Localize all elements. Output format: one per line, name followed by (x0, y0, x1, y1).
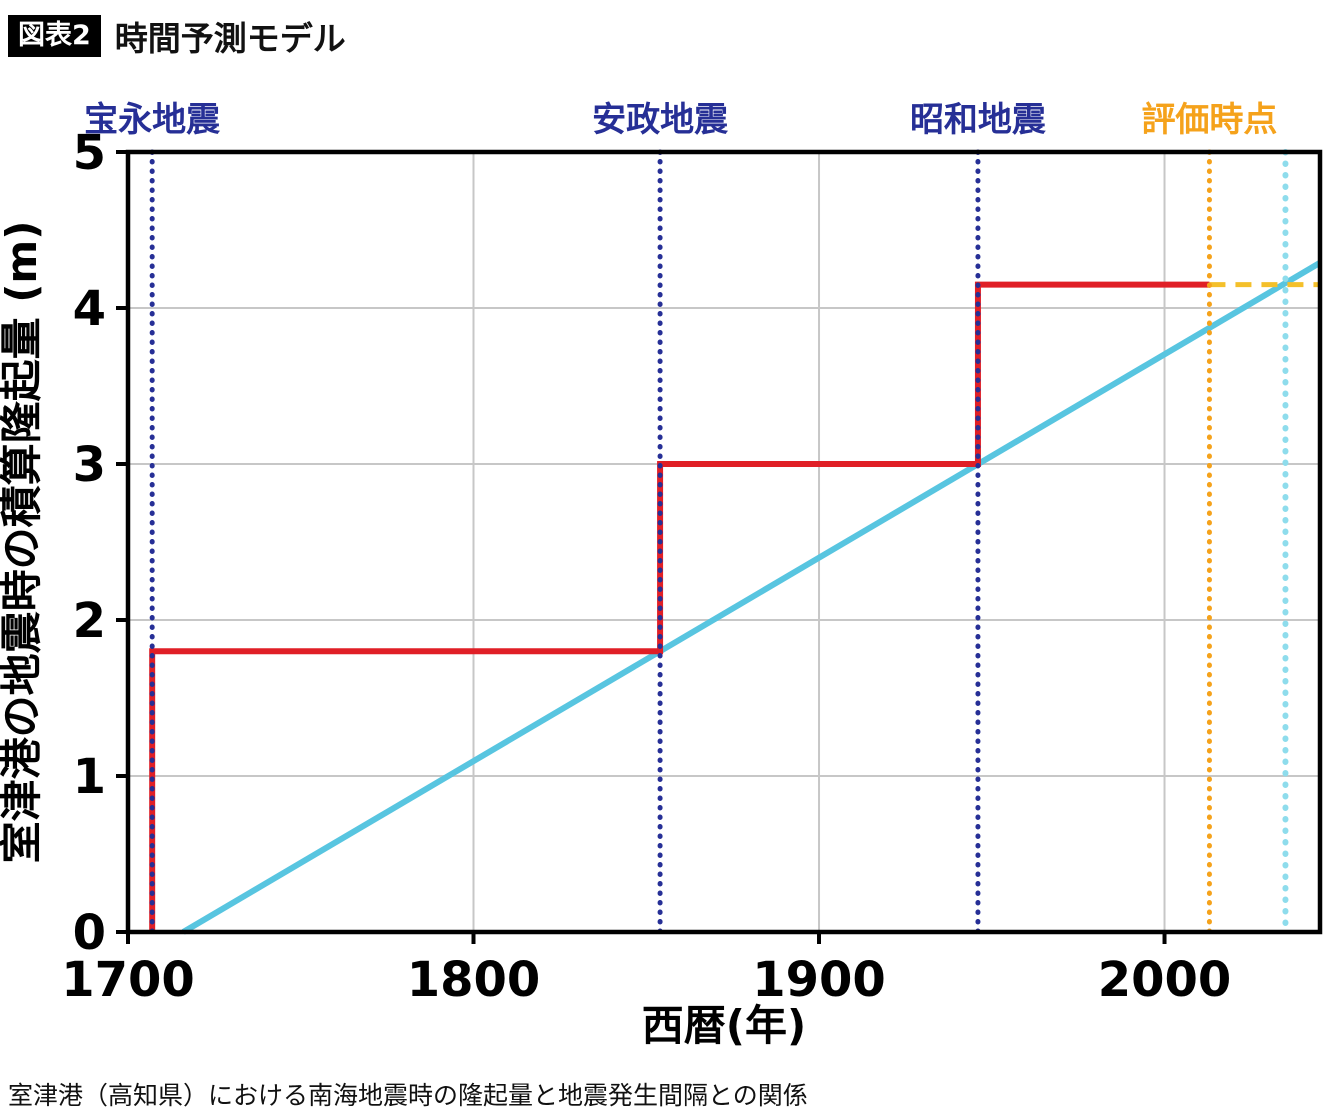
y-tick-label: 1 (73, 749, 106, 805)
uplift-accumulation-trend-line (181, 260, 1322, 935)
x-tick-label: 2000 (1098, 952, 1232, 1008)
y-tick-label: 0 (73, 905, 106, 961)
event-label: 安政地震 (592, 100, 729, 140)
x-tick-label: 1800 (407, 952, 541, 1008)
plot-frame (125, 149, 1323, 935)
figure-caption: 室津港（高知県）における南海地震時の隆起量と地震発生間隔との関係 (8, 1081, 808, 1110)
y-tick-label: 4 (73, 281, 106, 337)
x-tick-label: 1700 (61, 952, 195, 1008)
y-tick-label: 2 (73, 593, 106, 649)
event-label: 昭和地震 (910, 100, 1047, 140)
figure-number-badge: 図表2 (8, 15, 101, 57)
y-tick-label: 3 (73, 437, 106, 493)
chart-layers: 宝永地震 安政地震 昭和地震 評価時点 1700 1800 1900 2000 0 1 2 3 4 5 (61, 100, 1323, 1008)
event-label: 評価時点 (1141, 100, 1277, 140)
x-axis-title: 西暦(年) (642, 1001, 806, 1050)
x-tick-label: 1900 (752, 952, 886, 1008)
y-axis-title: 室津港の地震時の積算隆起量 (m) (0, 221, 46, 864)
plot-area (128, 152, 1320, 932)
chart-svg: 宝永地震 安政地震 昭和地震 評価時点 1700 1800 1900 2000 0 1 2 3 4 5 西… (0, 100, 1323, 1050)
figure-title: 時間予測モデル (114, 19, 346, 58)
figure-header: 図表2 時間予測モデル (8, 12, 346, 60)
y-tick-label: 5 (73, 125, 106, 181)
event-label: 宝永地震 (84, 100, 221, 140)
